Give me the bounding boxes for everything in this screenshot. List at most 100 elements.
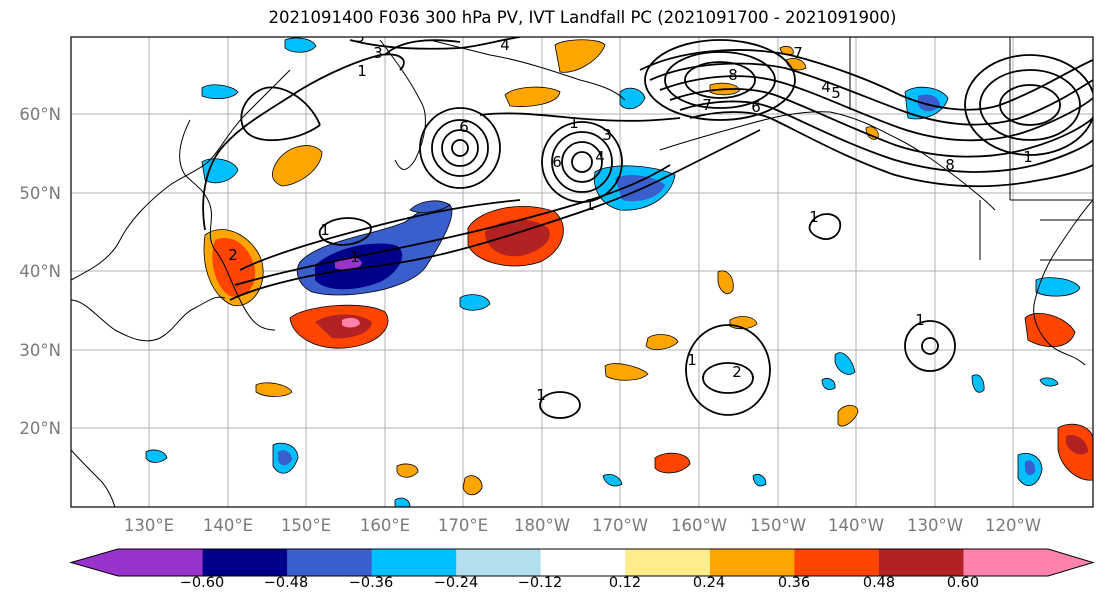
pv-positive-region: [485, 219, 550, 257]
map-frame: [70, 36, 1094, 508]
contour-label: 6: [552, 153, 562, 171]
colorbar-tick-label: 0.24: [693, 575, 725, 591]
lat-label: 30°N: [19, 341, 61, 360]
lon-label: 150°W: [750, 516, 806, 535]
contour-label: 1: [536, 386, 546, 404]
pv-positive-region: [342, 317, 360, 328]
contour-label: 1: [357, 62, 367, 80]
pv-positive-region: [554, 39, 606, 73]
lat-label: 40°N: [19, 262, 61, 281]
pv-positive-region: [837, 404, 859, 427]
pv-negative-region: [284, 37, 317, 53]
pv-positive-region: [1024, 313, 1076, 348]
pv-negative-region: [971, 374, 985, 393]
pv-negative-region: [1035, 277, 1081, 297]
pv-negative-region: [145, 449, 168, 463]
pv-positive-region: [255, 382, 293, 397]
pv-positive-region: [779, 46, 794, 56]
lon-label: 120°W: [985, 516, 1041, 535]
colorbar-swatch: [709, 549, 795, 576]
colorbar: [69, 548, 1095, 577]
contour-label: 6: [751, 98, 761, 116]
pv-negative-region: [1025, 460, 1036, 475]
pv-negative-region: [619, 87, 646, 110]
lon-label: 140°W: [828, 516, 884, 535]
colorbar-swatch: [456, 549, 542, 576]
contour-label: 1: [585, 196, 595, 214]
pv-positive-region: [645, 334, 679, 350]
pv-positive-region: [462, 475, 483, 496]
colorbar-tick-label: −0.24: [434, 575, 478, 591]
pv-contours: [202, 37, 1093, 419]
colorbar-swatch: [963, 549, 1049, 576]
contour-label: 8: [728, 66, 738, 84]
pv-positive-region: [1066, 434, 1088, 455]
colorbar-outline: [69, 548, 1095, 577]
colorbar-swatch: [878, 549, 964, 576]
contour-label: 1: [687, 351, 697, 369]
lon-label: 130°W: [907, 516, 963, 535]
colorbar-tick-label: −0.48: [264, 575, 308, 591]
contour-label: 4: [500, 36, 510, 54]
lat-label: 50°N: [19, 184, 61, 203]
lon-label: 160°E: [360, 516, 410, 535]
lon-label: 180°W: [514, 516, 570, 535]
colorbar-tick-labels: −0.60 −0.48 −0.36 −0.24 −0.12 0.12 0.24 …: [180, 575, 979, 591]
lon-label: 140°E: [203, 516, 253, 535]
contour-label: 3: [373, 44, 383, 62]
map-title: 2021091400 F036 300 hPa PV, IVT Landfall…: [268, 8, 897, 27]
coastlines: [71, 37, 1093, 507]
contour-label: 5: [831, 84, 841, 102]
colorbar-tick-label: −0.60: [180, 575, 224, 591]
latitude-labels: 60°N 50°N 40°N 30°N 20°N: [19, 105, 61, 438]
colorbar-tick-label: 0.36: [778, 575, 810, 591]
contour-label: 5: [355, 28, 365, 46]
contour-label: 2: [732, 363, 742, 381]
contour-label: 1: [569, 114, 579, 132]
pv-positive-region: [654, 452, 691, 474]
pv-positive-region: [271, 145, 323, 187]
lat-label: 20°N: [19, 419, 61, 438]
colorbar-tick-label: −0.36: [349, 575, 393, 591]
colorbar-extend-min: [71, 549, 118, 576]
contour-label: 1: [809, 208, 819, 226]
lon-label: 150°E: [281, 516, 331, 535]
contour-label: 2: [228, 246, 238, 264]
contour-label: 1: [915, 311, 925, 329]
colorbar-swatch: [794, 549, 880, 576]
contour-label: 4: [595, 148, 605, 166]
pv-negative-region: [1039, 377, 1059, 387]
pv-negative-region: [201, 84, 239, 100]
lon-label: 160°W: [671, 516, 727, 535]
pv-positive-region: [717, 270, 734, 295]
pv-negative-region: [459, 294, 491, 311]
contour-label: 4: [821, 78, 831, 96]
pv-negative-region: [821, 378, 836, 390]
colorbar-tick-label: 0.48: [863, 575, 895, 591]
lon-label: 130°E: [124, 516, 174, 535]
contour-label: 1: [1023, 148, 1033, 166]
contour-label: 7: [702, 96, 712, 114]
colorbar-swatch: [118, 549, 204, 576]
contour-label: 1: [350, 248, 360, 266]
pv-positive-region: [396, 463, 419, 478]
contour-label: 1: [320, 221, 330, 239]
contour-label: 3: [602, 126, 612, 144]
pv-positive-region: [604, 363, 649, 381]
lon-label: 170°W: [592, 516, 648, 535]
contour-label: 7: [793, 44, 803, 62]
contour-label: 8: [945, 156, 955, 174]
colorbar-swatch: [540, 549, 626, 576]
colorbar-tick-label: 0.60: [947, 575, 979, 591]
pv-shading: [145, 37, 1093, 507]
colorbar-swatch: [202, 549, 288, 576]
pv-negative-region: [834, 352, 856, 375]
colorbar-swatch: [287, 549, 373, 576]
colorbar-extend-max: [1048, 549, 1093, 576]
lat-label: 60°N: [19, 105, 61, 124]
pv-negative-region: [394, 497, 411, 507]
colorbar-tick-label: 0.12: [609, 575, 641, 591]
lon-label: 170°E: [438, 516, 488, 535]
